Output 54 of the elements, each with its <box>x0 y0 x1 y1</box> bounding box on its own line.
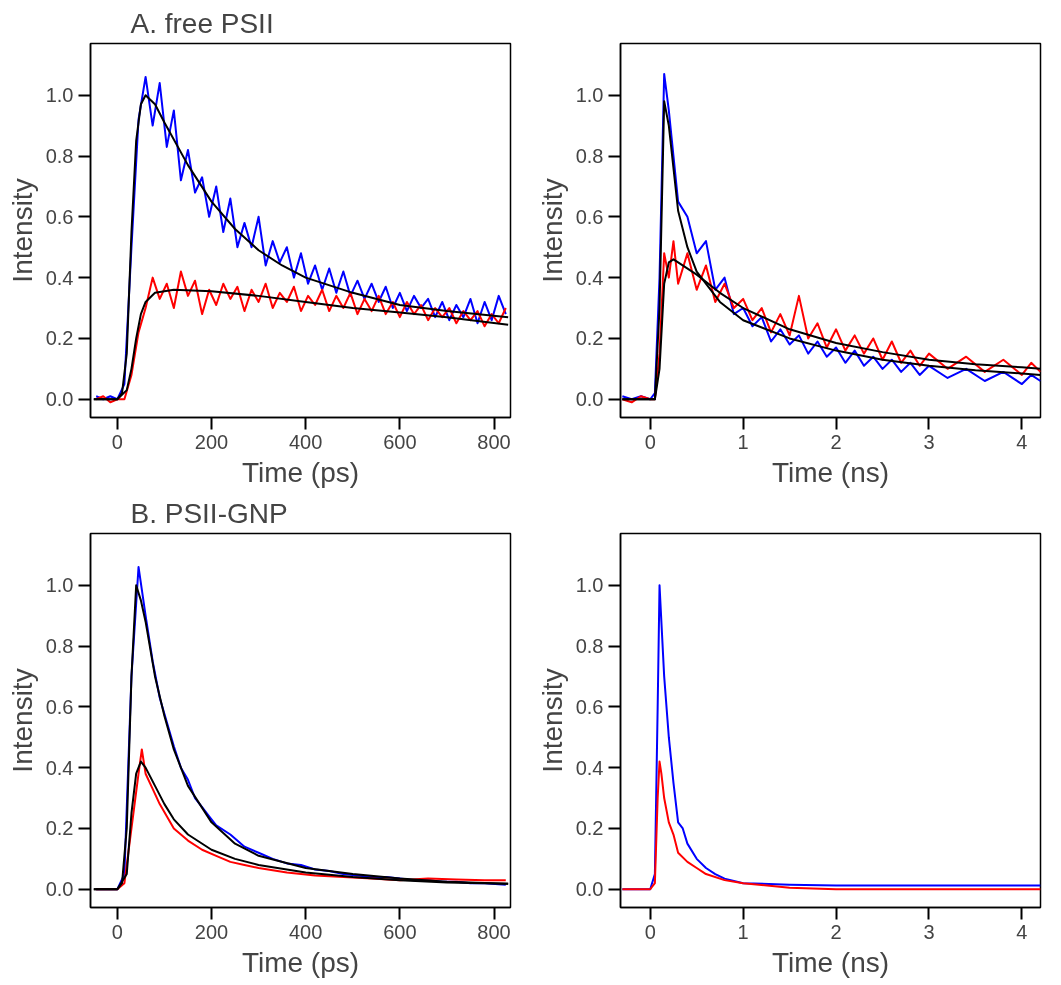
x-tick-label: 200 <box>194 920 229 943</box>
x-axis-title: Time (ps) <box>241 946 360 978</box>
x-tick-label: 2 <box>830 920 842 943</box>
x-tick-label: 800 <box>477 920 511 943</box>
chart-title: A. free PSII <box>130 7 274 39</box>
y-tick-label: 1.0 <box>45 574 74 597</box>
y-tick-label: 1.0 <box>575 84 604 107</box>
x-tick-label: 1 <box>737 920 749 943</box>
y-tick-label: 0.8 <box>45 145 74 167</box>
y-tick-label: 0.8 <box>575 145 604 167</box>
y-tick-label: 0.8 <box>45 635 74 657</box>
y-tick-label: 0.6 <box>575 205 604 228</box>
y-tick-label: 0.6 <box>45 205 74 228</box>
x-axis-title: Time (ns) <box>771 456 890 488</box>
x-axis-title: Time (ps) <box>241 456 360 488</box>
y-tick-label: 0.2 <box>45 817 74 840</box>
y-axis-title: Intensity <box>6 178 38 283</box>
x-tick-label: 600 <box>383 920 417 943</box>
y-axis-title: Intensity <box>6 668 38 773</box>
x-tick-label: 0 <box>644 430 656 453</box>
x-tick-label: 1 <box>737 430 749 453</box>
y-axis-title: Intensity <box>536 178 568 283</box>
x-tick-label: 4 <box>1016 430 1028 453</box>
x-tick-label: 3 <box>923 430 935 453</box>
y-tick-label: 0.8 <box>575 635 604 657</box>
y-tick-label: 0.0 <box>45 388 74 411</box>
x-tick-label: 800 <box>477 430 511 453</box>
y-tick-label: 1.0 <box>575 574 604 597</box>
x-tick-label: 600 <box>383 430 417 453</box>
y-tick-label: 0.4 <box>575 266 604 289</box>
y-tick-label: 0.4 <box>45 266 74 289</box>
x-tick-label: 200 <box>194 430 229 453</box>
x-tick-label: 3 <box>923 920 935 943</box>
y-tick-label: 0.2 <box>575 817 604 840</box>
y-tick-label: 0.4 <box>575 756 604 779</box>
x-tick-label: 4 <box>1016 920 1028 943</box>
y-tick-label: 0.2 <box>45 327 74 350</box>
x-tick-label: 2 <box>830 430 842 453</box>
y-tick-label: 0.0 <box>45 878 74 901</box>
y-tick-label: 0.4 <box>45 756 74 779</box>
chart-title: B. PSII-GNP <box>130 497 288 529</box>
y-tick-label: 0.2 <box>575 327 604 350</box>
x-tick-label: 0 <box>111 920 123 943</box>
x-tick-label: 0 <box>644 920 656 943</box>
x-axis-title: Time (ns) <box>771 946 890 978</box>
x-tick-label: 0 <box>111 430 123 453</box>
y-tick-label: 1.0 <box>45 84 74 107</box>
x-tick-label: 400 <box>288 920 323 943</box>
y-tick-label: 0.0 <box>575 878 604 901</box>
y-tick-label: 0.6 <box>575 695 604 718</box>
y-tick-label: 0.6 <box>45 695 74 718</box>
x-tick-label: 400 <box>288 430 323 453</box>
y-tick-label: 0.0 <box>575 388 604 411</box>
y-axis-title: Intensity <box>536 668 568 773</box>
